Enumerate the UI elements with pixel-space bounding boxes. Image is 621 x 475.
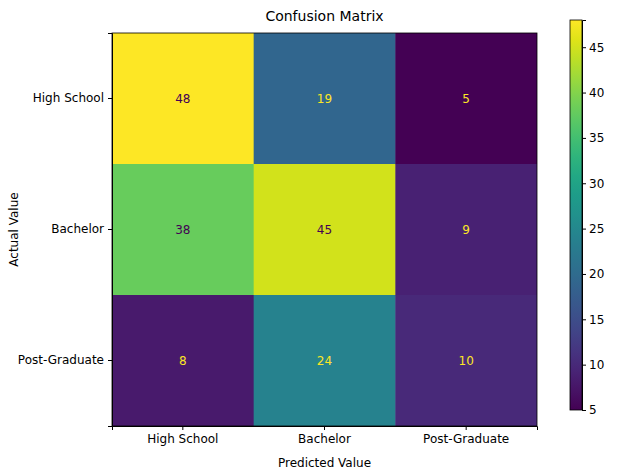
cell: [395, 164, 537, 296]
colorbar: [570, 20, 582, 410]
colorbar-tick: 5: [582, 403, 597, 417]
data-label: 45: [317, 223, 332, 237]
colorbar-tick-label: 15: [589, 313, 604, 327]
data-labels: 48 19 5 38 45 9 8 24 10: [175, 92, 474, 368]
colorbar-tick-label: 45: [589, 41, 604, 55]
x-axis-title: Predicted Value: [278, 456, 371, 470]
x-tick: Post-Graduate: [423, 426, 509, 446]
cell: [254, 164, 396, 296]
colorbar-tick-mark: [582, 47, 586, 48]
x-axis: High School Bachelor Post-Graduate: [113, 426, 538, 446]
x-tick-mark: [324, 426, 325, 430]
colorbar-tick-mark: [582, 274, 586, 275]
y-tick-mark: [108, 98, 112, 99]
chart: 48 19 5 38 45 9 8 24 10 High School Bachelor Post-G…: [0, 0, 621, 475]
y-tick: High School: [33, 91, 112, 105]
x-tick-label: Post-Graduate: [423, 432, 509, 446]
plot-frame: [112, 33, 537, 426]
colorbar-tick-label: 25: [589, 222, 604, 236]
data-label: 5: [462, 92, 470, 106]
cells: [112, 33, 537, 426]
x-tick-label: High School: [147, 432, 218, 446]
colorbar-tick: 10: [582, 358, 604, 372]
colorbar-tick-mark: [582, 93, 586, 94]
cell: [395, 33, 537, 165]
cell: [112, 33, 254, 165]
y-axis-title: Actual Value: [7, 192, 21, 266]
y-tick-mark: [108, 229, 112, 230]
colorbar-tick-mark: [582, 410, 586, 411]
colorbar-axis: 5 10 15 20 25 30 35 40 45: [582, 21, 604, 418]
colorbar-tick: 35: [582, 131, 604, 145]
colorbar-tick: 40: [582, 86, 604, 100]
colorbar-tick-mark: [582, 138, 586, 139]
y-tick-mark: [108, 360, 112, 361]
x-tick-label: Bachelor: [298, 432, 351, 446]
colorbar-tick-mark: [582, 319, 586, 320]
cell: [254, 295, 396, 426]
y-tick: Post-Graduate: [18, 353, 112, 367]
data-label: 19: [317, 92, 332, 106]
data-label: 48: [175, 92, 190, 106]
data-label: 8: [179, 354, 187, 368]
cell: [395, 295, 537, 426]
y-tick-label: Post-Graduate: [18, 353, 104, 367]
x-tick: Bachelor: [298, 426, 351, 446]
colorbar-tick-label: 20: [589, 267, 604, 281]
colorbar-tick: 45: [582, 41, 604, 55]
colorbar-tick-mark: [582, 229, 586, 230]
x-tick-mark: [466, 426, 467, 430]
cell: [112, 295, 254, 426]
y-axis: High School Bachelor Post-Graduate: [18, 34, 113, 427]
y-tick-label: High School: [33, 91, 104, 105]
colorbar-axis-line: [583, 21, 587, 411]
colorbar-tick: 15: [582, 313, 604, 327]
colorbar-tick-mark: [582, 183, 586, 184]
colorbar-tick: 25: [582, 222, 604, 236]
colorbar-tick-label: 40: [589, 86, 604, 100]
colorbar-tick-mark: [582, 365, 586, 366]
x-axis-line: [113, 427, 538, 431]
data-label: 10: [459, 354, 474, 368]
cell: [112, 164, 254, 296]
y-tick: Bachelor: [51, 222, 112, 236]
cell: [254, 33, 396, 165]
data-label: 38: [175, 223, 190, 237]
colorbar-tick-label: 35: [589, 131, 604, 145]
colorbar-tick-label: 5: [589, 403, 597, 417]
colorbar-tick: 30: [582, 177, 604, 191]
y-tick-label: Bachelor: [51, 222, 104, 236]
data-label: 24: [317, 354, 332, 368]
colorbar-tick: 20: [582, 267, 604, 281]
data-label: 9: [462, 223, 470, 237]
title: Confusion Matrix: [265, 8, 383, 24]
x-tick-mark: [182, 426, 183, 430]
colorbar-tick-label: 10: [589, 358, 604, 372]
colorbar-tick-label: 30: [589, 177, 604, 191]
x-tick: High School: [147, 426, 218, 446]
